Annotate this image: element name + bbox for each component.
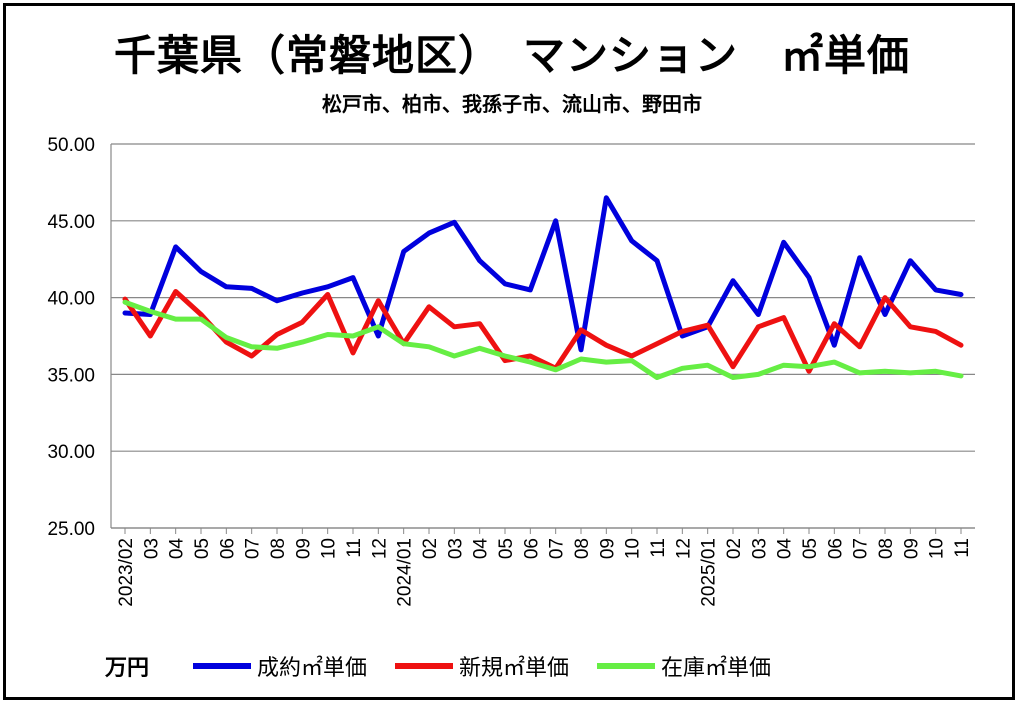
x-tick-label: 08 bbox=[268, 538, 289, 559]
y-tick-label: 40.00 bbox=[47, 289, 95, 310]
x-tick-label: 07 bbox=[851, 538, 872, 559]
series-lines bbox=[122, 195, 964, 380]
x-tick-label: 2024/01 bbox=[395, 538, 416, 607]
legend-swatch-contract bbox=[193, 663, 252, 669]
chart-title: 千葉県（常磐地区） マンション ㎡単価 bbox=[113, 31, 910, 80]
series-line-1 bbox=[122, 289, 964, 374]
x-tick-label: 08 bbox=[876, 538, 897, 559]
y-axis: 50.00 45.00 40.00 35.00 30.00 25.00 bbox=[47, 135, 112, 540]
y-tick-label: 45.00 bbox=[47, 212, 95, 233]
x-tick-label: 04 bbox=[167, 538, 188, 560]
x-tick-label: 03 bbox=[749, 538, 770, 559]
x-tick-label: 05 bbox=[192, 538, 213, 559]
legend-swatch-stock bbox=[597, 663, 656, 669]
x-tick-label: 06 bbox=[217, 538, 238, 559]
x-tick-label: 02 bbox=[420, 538, 441, 559]
legend-label-new: 新規㎡単価 bbox=[459, 656, 570, 681]
x-tick-label: 2025/01 bbox=[699, 538, 720, 607]
unit-label: 万円 bbox=[105, 656, 150, 681]
series-line-2 bbox=[122, 299, 964, 380]
y-tick-label: 35.00 bbox=[47, 365, 95, 386]
legend-entry-new: 新規㎡単価 bbox=[395, 650, 569, 682]
x-tick-label: 03 bbox=[141, 538, 162, 559]
x-tick-label: 11 bbox=[344, 538, 365, 558]
x-tick-label: 03 bbox=[445, 538, 466, 559]
x-tick-label: 12 bbox=[673, 538, 694, 559]
x-tick-label: 10 bbox=[623, 538, 644, 559]
x-tick-label: 09 bbox=[901, 538, 922, 559]
x-tick-label: 04 bbox=[775, 538, 796, 560]
x-axis: 2023/02 03 04 05 06 07 08 09 10 11 12 2024/01 02 03 04… bbox=[111, 527, 975, 607]
x-tick-label: 02 bbox=[724, 538, 745, 559]
x-tick-label: 10 bbox=[319, 538, 340, 559]
chart-frame bbox=[3, 3, 1015, 700]
x-tick-label: 05 bbox=[496, 538, 517, 559]
x-tick-label: 09 bbox=[293, 538, 314, 559]
x-tick-label: 2023/02 bbox=[116, 538, 137, 607]
x-tick-label: 06 bbox=[825, 538, 846, 559]
legend-label-contract: 成約㎡単価 bbox=[257, 656, 368, 681]
x-tick-label: 06 bbox=[521, 538, 542, 559]
x-tick-label: 12 bbox=[369, 538, 390, 559]
y-tick-label: 50.00 bbox=[47, 135, 95, 156]
legend-entry-contract: 成約㎡単価 bbox=[193, 650, 367, 682]
x-tick-label: 05 bbox=[800, 538, 821, 559]
legend-label-stock: 在庫㎡単価 bbox=[661, 656, 772, 681]
x-tick-label: 10 bbox=[927, 538, 948, 559]
x-tick-label: 08 bbox=[572, 538, 593, 559]
x-tick-label: 09 bbox=[597, 538, 618, 559]
x-tick-label: 11 bbox=[952, 538, 973, 558]
series-line-0 bbox=[122, 195, 964, 353]
y-tick-label: 30.00 bbox=[47, 442, 95, 463]
legend-swatch-new bbox=[395, 663, 454, 669]
y-tick-label: 25.00 bbox=[47, 519, 95, 540]
legend-entry-stock: 在庫㎡単価 bbox=[597, 650, 771, 682]
chart-subtitle: 松戸市、柏市、我孫子市、流山市、野田市 bbox=[322, 92, 702, 116]
x-tick-label: 04 bbox=[471, 538, 492, 560]
x-tick-label: 07 bbox=[243, 538, 264, 559]
x-tick-label: 07 bbox=[547, 538, 568, 559]
legend: 万円 成約㎡単価 新規㎡単価 在庫㎡単価 bbox=[105, 651, 799, 681]
x-tick-label: 11 bbox=[648, 538, 669, 558]
